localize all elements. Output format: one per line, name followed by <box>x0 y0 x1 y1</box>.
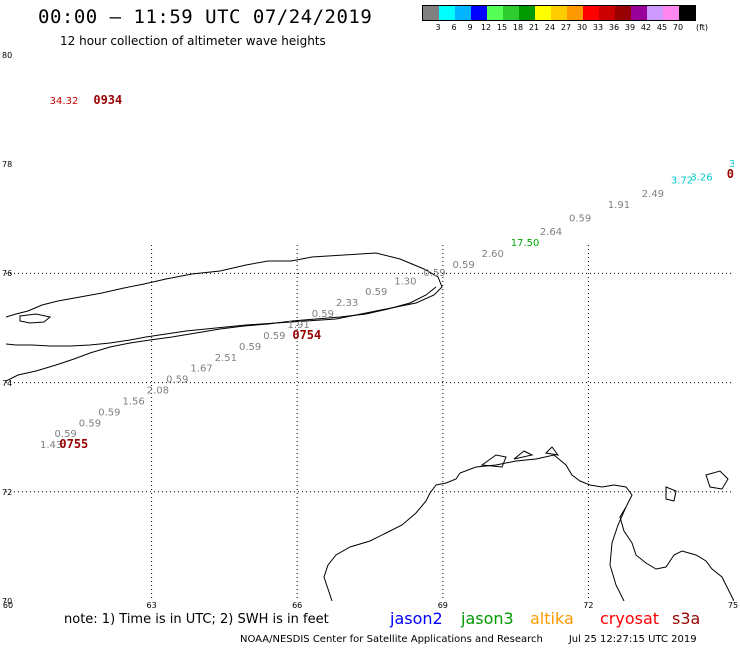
wave-height-value: 1.91 <box>287 320 309 331</box>
wave-height-value: 34.32 <box>50 96 79 107</box>
wave-height-value: 1.67 <box>190 364 212 375</box>
lat-label: 70 <box>2 597 13 606</box>
lat-label: 80 <box>2 51 13 60</box>
time-label: 0754 <box>292 328 321 342</box>
wave-height-value: 1.91 <box>608 200 630 211</box>
legend-label: 12 <box>480 23 492 32</box>
legend-swatch <box>679 6 695 20</box>
lon-label: 63 <box>146 601 157 610</box>
lon-label: 69 <box>437 601 448 610</box>
legend-swatches <box>422 5 696 21</box>
lat-label: 72 <box>2 487 13 497</box>
satellite-altika: altika <box>530 609 574 628</box>
legend-swatch <box>503 6 519 20</box>
legend-swatch <box>439 6 455 20</box>
legend-label: 39 <box>624 23 636 32</box>
wave-height-value: 0.59 <box>365 287 387 298</box>
legend-swatch <box>423 6 439 20</box>
legend-swatch <box>551 6 567 20</box>
wave-height-value: 2.51 <box>215 353 237 364</box>
wave-height-value: 1.43 <box>40 440 62 451</box>
satellite-jason3: jason3 <box>461 609 514 628</box>
lat-label: 76 <box>2 269 13 279</box>
satellite-s3a: s3a <box>672 609 701 628</box>
wave-height-value: 0.59 <box>569 214 591 225</box>
legend-label: 24 <box>544 23 556 32</box>
legend-label: 36 <box>608 23 620 32</box>
timestamp-text: Jul 25 12:27:15 UTC 2019 <box>568 634 697 645</box>
wave-height-value: 0.59 <box>79 418 101 429</box>
legend-swatch <box>519 6 535 20</box>
lon-label: 60 <box>2 601 14 610</box>
legend-label: 30 <box>576 23 588 32</box>
wave-height-value: 2.60 <box>482 249 504 260</box>
legend-swatch <box>535 6 551 20</box>
legend-swatch <box>487 6 503 20</box>
legend-label: 42 <box>640 23 652 32</box>
legend-label: 33 <box>592 23 604 32</box>
legend-label: 18 <box>512 23 524 32</box>
wave-height-value: 0.59 <box>423 268 445 279</box>
wave-height-value: 0.59 <box>98 407 120 418</box>
legend-label: 45 <box>656 23 668 32</box>
lat-label: 74 <box>2 378 13 388</box>
wave-height-value: 3. <box>729 159 734 170</box>
legend-labels: 3 6 9 12 15 18 21 24 27 30 33 36 39 42 45 70 (ft) <box>422 21 708 33</box>
legend-swatch <box>455 6 471 20</box>
note-text: note: 1) Time is in UTC; 2) SWH is in fe… <box>64 612 329 627</box>
legend-label: 6 <box>451 23 457 32</box>
wave-height-value: 3.26 <box>690 173 712 184</box>
legend-swatch <box>663 6 679 20</box>
track-values: 1.430.590.590.591.562.080.591.672.510.59… <box>40 93 734 451</box>
page-subtitle: 12 hour collection of altimeter wave hei… <box>60 34 326 48</box>
legend-swatch <box>599 6 615 20</box>
wave-height-value: 1.56 <box>122 396 144 407</box>
wave-height-value: 0.59 <box>312 309 334 320</box>
time-label: 0755 <box>59 437 88 451</box>
legend-label: 3 <box>435 23 441 32</box>
legend-swatch <box>583 6 599 20</box>
wave-height-value: 1.30 <box>394 276 416 287</box>
wave-height-value: 2.08 <box>147 386 169 397</box>
legend-swatch <box>631 6 647 20</box>
lat-label: 78 <box>2 160 13 170</box>
legend-label: 21 <box>528 23 540 32</box>
legend-unit: (ft) <box>695 23 709 32</box>
legend-swatch <box>615 6 631 20</box>
lon-label: 75 <box>727 601 739 610</box>
coastline <box>6 252 734 601</box>
legend-swatch <box>647 6 663 20</box>
footer: NOAA/NESDIS Center for Satellite Applica… <box>240 634 697 645</box>
wave-height-value: 17.50 <box>511 238 540 249</box>
wave-height-value: 0.59 <box>55 429 77 440</box>
wave-height-value: 0.59 <box>453 260 475 271</box>
color-legend: 3 6 9 12 15 18 21 24 27 30 33 36 39 42 45 70 (ft) <box>422 5 708 33</box>
legend-label: 27 <box>560 23 572 32</box>
grid-lines <box>6 245 734 601</box>
wave-height-value: 3.72 <box>671 175 693 186</box>
wave-height-value: 0.59 <box>263 331 285 342</box>
time-label: 0934 <box>93 93 122 107</box>
wave-height-value: 2.33 <box>336 298 358 309</box>
wave-height-map: 1.430.590.590.591.562.080.591.672.510.59… <box>6 55 734 601</box>
lon-label: 72 <box>583 601 594 610</box>
credit-text: NOAA/NESDIS Center for Satellite Applica… <box>240 634 543 645</box>
wave-height-value: 2.49 <box>642 189 664 200</box>
wave-height-value: 0.59 <box>166 375 188 386</box>
legend-label: 15 <box>496 23 508 32</box>
page-title: 00:00 – 11:59 UTC 07/24/2019 <box>38 6 373 28</box>
satellite-jason2: jason2 <box>390 609 443 628</box>
time-label: 07 <box>727 167 734 181</box>
wave-height-value: 2.64 <box>540 227 562 238</box>
lon-label: 66 <box>292 601 303 610</box>
legend-swatch <box>567 6 583 20</box>
legend-label: 9 <box>467 23 473 32</box>
legend-label: 70 <box>672 23 684 32</box>
satellite-cryosat: cryosat <box>600 609 660 628</box>
wave-height-value: 0.59 <box>239 342 261 353</box>
legend-swatch <box>471 6 487 20</box>
